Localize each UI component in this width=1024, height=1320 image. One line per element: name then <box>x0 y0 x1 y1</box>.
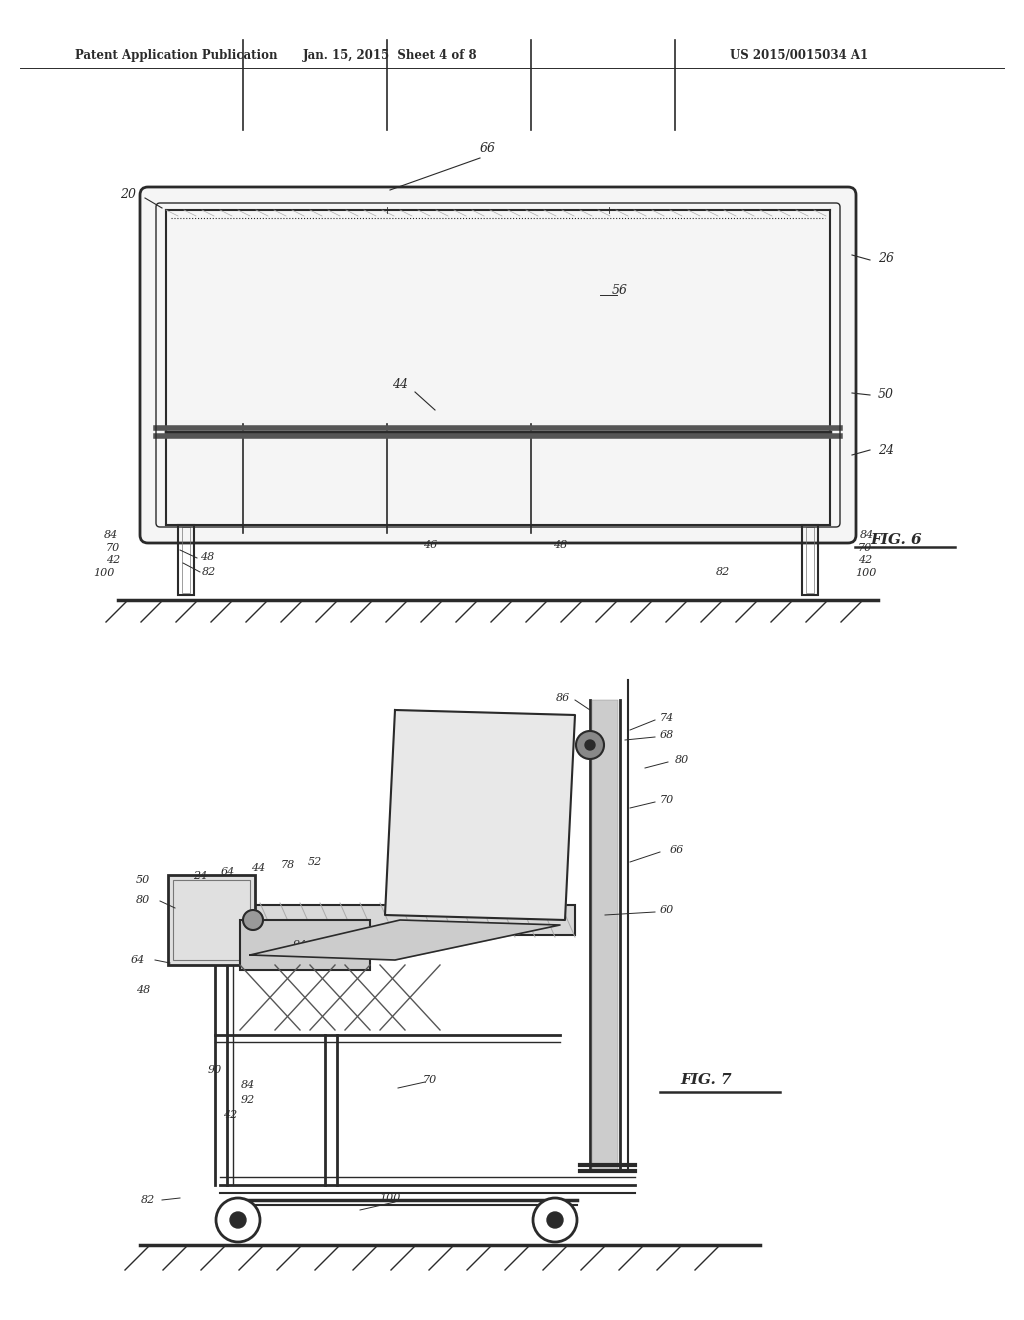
Text: 86: 86 <box>556 693 570 704</box>
Text: 64: 64 <box>131 954 145 965</box>
Bar <box>170 906 575 935</box>
Text: 100: 100 <box>855 568 877 578</box>
Circle shape <box>547 1212 563 1228</box>
Text: 42: 42 <box>223 1110 238 1119</box>
Text: 84: 84 <box>103 531 118 540</box>
Text: FIG. 6: FIG. 6 <box>870 533 922 546</box>
Text: 82: 82 <box>140 1195 155 1205</box>
Text: 60: 60 <box>660 906 674 915</box>
Text: Patent Application Publication: Patent Application Publication <box>75 49 278 62</box>
Text: 42: 42 <box>105 554 120 565</box>
Bar <box>178 525 194 595</box>
Text: 70: 70 <box>660 795 674 805</box>
Bar <box>240 920 370 970</box>
Text: Jan. 15, 2015  Sheet 4 of 8: Jan. 15, 2015 Sheet 4 of 8 <box>303 49 477 62</box>
Text: 64: 64 <box>221 867 236 876</box>
Text: 20: 20 <box>120 189 136 202</box>
Text: 82: 82 <box>202 568 216 577</box>
Circle shape <box>243 909 263 931</box>
Text: 48: 48 <box>200 552 214 562</box>
Circle shape <box>216 1199 260 1242</box>
Text: 52: 52 <box>308 857 323 867</box>
Text: 64: 64 <box>442 766 457 775</box>
Text: 48: 48 <box>553 540 567 550</box>
Text: 70: 70 <box>105 543 120 553</box>
Text: 24: 24 <box>878 444 894 457</box>
Bar <box>173 880 250 960</box>
Circle shape <box>230 1212 246 1228</box>
Bar <box>802 525 818 595</box>
Text: 70: 70 <box>858 543 872 553</box>
Text: 50: 50 <box>878 388 894 401</box>
FancyBboxPatch shape <box>140 187 856 543</box>
Bar <box>168 875 255 965</box>
Circle shape <box>585 741 595 750</box>
Text: US 2015/0015034 A1: US 2015/0015034 A1 <box>730 49 868 62</box>
Text: FIG. 7: FIG. 7 <box>680 1073 731 1086</box>
Text: 44: 44 <box>251 863 265 873</box>
Text: 92: 92 <box>241 1096 255 1105</box>
Circle shape <box>534 1199 577 1242</box>
Text: 100: 100 <box>93 568 115 578</box>
Text: 80: 80 <box>675 755 689 766</box>
Text: 50: 50 <box>136 875 150 884</box>
Text: 56: 56 <box>433 795 447 805</box>
Text: 70: 70 <box>423 1074 437 1085</box>
Text: 74: 74 <box>660 713 674 723</box>
Text: 90: 90 <box>208 1065 222 1074</box>
Text: 100: 100 <box>379 1193 400 1203</box>
Circle shape <box>575 731 604 759</box>
Text: 42: 42 <box>858 554 872 565</box>
Text: 64: 64 <box>433 830 447 840</box>
Text: 56: 56 <box>612 284 628 297</box>
Text: 26: 26 <box>878 252 894 264</box>
Text: 46: 46 <box>423 540 437 550</box>
Text: 84: 84 <box>860 531 874 540</box>
Text: 66: 66 <box>480 141 496 154</box>
Text: 84: 84 <box>241 1080 255 1090</box>
Text: 94: 94 <box>293 940 307 950</box>
Text: 24: 24 <box>193 871 207 880</box>
Text: 66: 66 <box>670 845 684 855</box>
Text: 82: 82 <box>716 568 730 577</box>
Bar <box>592 700 618 1170</box>
Text: 68: 68 <box>660 730 674 741</box>
Text: 44: 44 <box>392 379 408 392</box>
Bar <box>806 527 814 593</box>
Polygon shape <box>250 920 560 960</box>
Polygon shape <box>385 710 575 920</box>
Text: 48: 48 <box>136 985 150 995</box>
Text: 78: 78 <box>281 861 295 870</box>
Bar <box>182 527 190 593</box>
Text: 80: 80 <box>136 895 150 906</box>
